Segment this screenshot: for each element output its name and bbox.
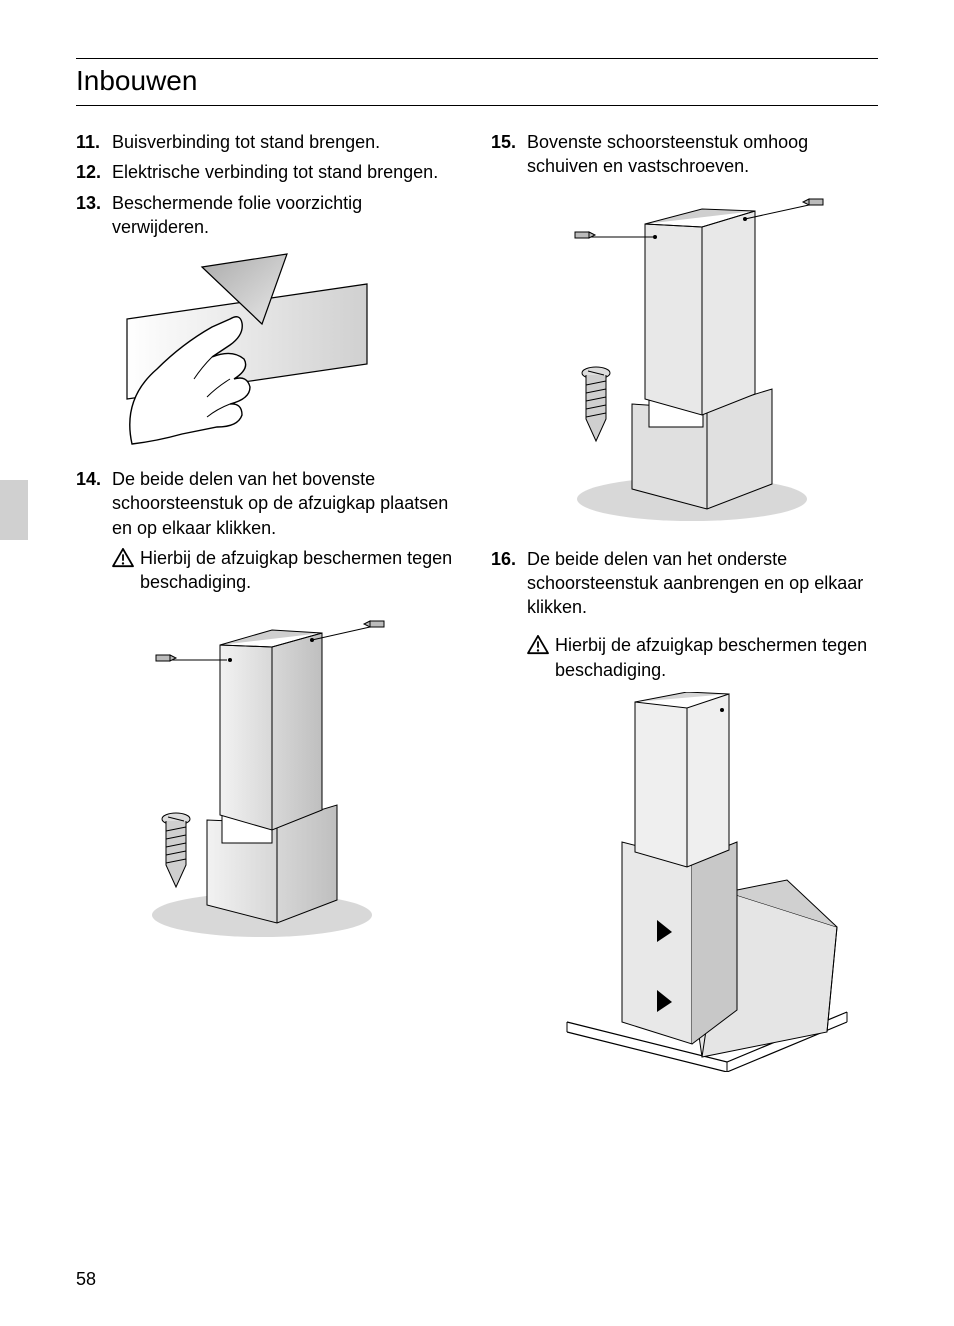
step-text: Bovenste schoorsteenstuk omhoog schuiven… [527, 130, 878, 179]
warning-text: Hierbij de afzuigkap beschermen tegen be… [555, 633, 878, 682]
warning-icon [527, 635, 549, 655]
page-content: Inbouwen 11. Buisverbinding tot stand br… [0, 0, 954, 1130]
step-12: 12. Elektrische verbinding tot stand bre… [76, 160, 463, 184]
step-16: 16. De beide delen van het onderste scho… [491, 547, 878, 620]
step-text: De beide delen van het bovenste schoorst… [112, 467, 463, 540]
step-text: Elektrische verbinding tot stand brengen… [112, 160, 463, 184]
step-11: 11. Buisverbinding tot stand brengen. [76, 130, 463, 154]
step-number: 16. [491, 547, 527, 620]
step-number: 11. [76, 130, 112, 154]
figure-chimney-screwed [527, 189, 878, 529]
left-column: 11. Buisverbinding tot stand brengen. 12… [76, 130, 463, 1090]
figure-upper-chimney [112, 605, 463, 945]
content-columns: 11. Buisverbinding tot stand brengen. 12… [76, 130, 878, 1090]
step-15: 15. Bovenste schoorsteenstuk omhoog schu… [491, 130, 878, 179]
step-13: 13. Beschermende folie voorzichtig verwi… [76, 191, 463, 240]
step-number: 15. [491, 130, 527, 179]
step-text: Buisverbinding tot stand brengen. [112, 130, 463, 154]
right-column: 15. Bovenste schoorsteenstuk omhoog schu… [491, 130, 878, 1090]
step-number: 13. [76, 191, 112, 240]
figure-foil-removal [112, 249, 463, 449]
step-14: 14. De beide delen van het bovenste scho… [76, 467, 463, 540]
step-number: 14. [76, 467, 112, 540]
warning-14: Hierbij de afzuigkap beschermen tegen be… [112, 546, 463, 595]
page-tab-marker [0, 480, 28, 540]
page-title: Inbouwen [76, 58, 878, 106]
step-number: 12. [76, 160, 112, 184]
warning-text: Hierbij de afzuigkap beschermen tegen be… [140, 546, 463, 595]
warning-16: Hierbij de afzuigkap beschermen tegen be… [527, 633, 878, 682]
page-number: 58 [76, 1269, 96, 1290]
step-text: Beschermende folie voorzichtig verwijder… [112, 191, 463, 240]
step-text: De beide delen van het onderste schoorst… [527, 547, 878, 620]
figure-lower-chimney-assembly [527, 692, 878, 1072]
warning-icon [112, 548, 134, 568]
